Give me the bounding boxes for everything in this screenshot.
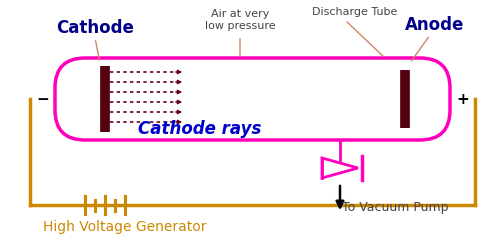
FancyBboxPatch shape xyxy=(55,58,450,140)
Text: Discharge Tube: Discharge Tube xyxy=(312,7,398,17)
Text: To Vacuum Pump: To Vacuum Pump xyxy=(342,202,448,214)
Text: High Voltage Generator: High Voltage Generator xyxy=(44,220,207,234)
Text: −: − xyxy=(36,92,50,106)
Text: Cathode: Cathode xyxy=(56,19,134,37)
Text: Anode: Anode xyxy=(406,16,464,34)
Text: +: + xyxy=(456,92,469,106)
Text: Cathode rays: Cathode rays xyxy=(138,120,262,138)
Text: Air at very
low pressure: Air at very low pressure xyxy=(204,9,276,31)
